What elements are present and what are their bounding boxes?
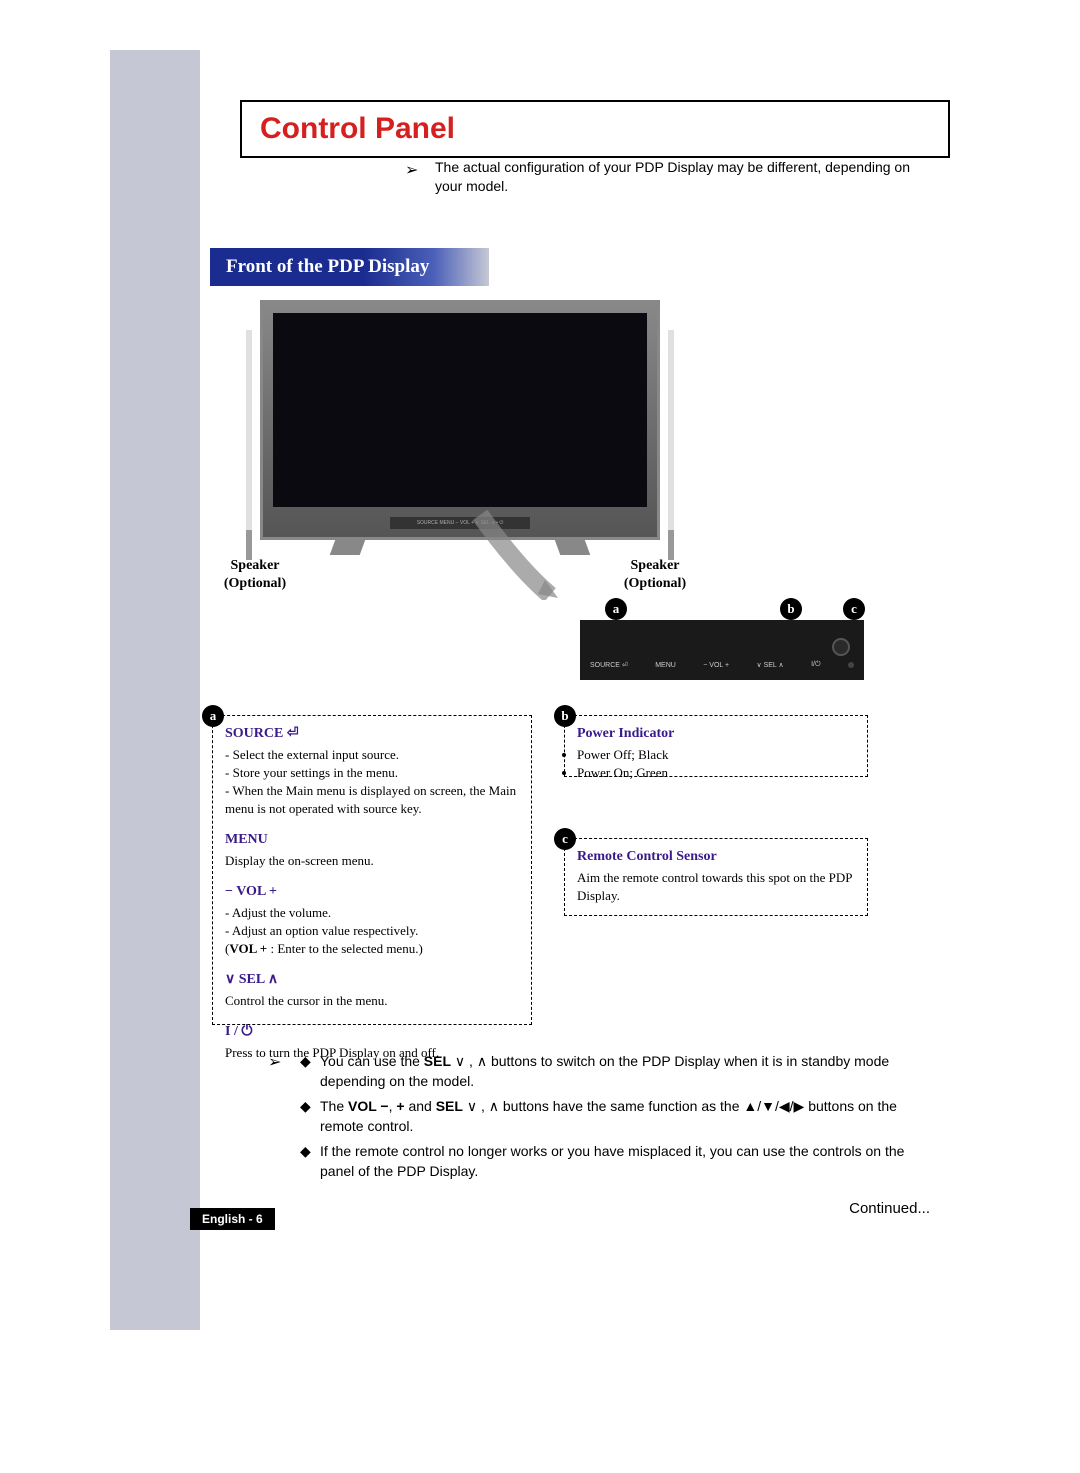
speaker-left-icon bbox=[246, 330, 252, 540]
speaker-left-bar bbox=[246, 530, 252, 560]
info-box-b: b Power Indicator Power Off; Black Power… bbox=[564, 715, 868, 777]
speaker-label-line1: Speaker bbox=[631, 558, 680, 573]
tv-stand-left bbox=[330, 537, 367, 555]
note-row: ◆ You can use the SEL ∨ , ∧ buttons to s… bbox=[300, 1052, 930, 1091]
bullets-arrow-icon: ➢ bbox=[268, 1052, 281, 1072]
source-item: Store your settings in the menu. bbox=[225, 764, 519, 782]
vol-note: (VOL + : Enter to the selected menu.) bbox=[225, 940, 519, 958]
speaker-right-icon bbox=[668, 330, 674, 540]
tv-frame: SOURCE MENU − VOL + ∨ SEL ∧ • ⏻ bbox=[260, 300, 660, 540]
speaker-label-line1: Speaker bbox=[231, 558, 280, 573]
power-indicator-item: Power On; Green bbox=[577, 764, 855, 782]
sel-title: ∨ SEL ∧ bbox=[225, 970, 519, 990]
zoom-label-power: I/⏻ bbox=[811, 661, 820, 669]
note-row: ◆ The VOL −, + and SEL ∨ , ∧ buttons hav… bbox=[300, 1097, 930, 1136]
remote-sensor-icon bbox=[832, 638, 850, 656]
power-indicator-item: Power Off; Black bbox=[577, 746, 855, 764]
zoom-arrow-icon bbox=[470, 510, 560, 600]
speaker-label-line2: (Optional) bbox=[224, 576, 286, 591]
intro-text: The actual configuration of your PDP Dis… bbox=[435, 158, 920, 196]
info-box-a: a SOURCE ⏎ Select the external input sou… bbox=[212, 715, 532, 1025]
source-item: When the Main menu is displayed on scree… bbox=[225, 782, 519, 818]
note-row: ◆ If the remote control no longer works … bbox=[300, 1142, 930, 1181]
page-title: Control Panel bbox=[260, 112, 930, 146]
vol-item: Adjust an option value respectively. bbox=[225, 922, 519, 940]
zoom-label-sel: ∨ SEL ∧ bbox=[757, 661, 784, 669]
note-text: You can use the SEL ∨ , ∧ buttons to swi… bbox=[320, 1052, 930, 1091]
power-indicator-dot-icon bbox=[848, 662, 854, 668]
page-title-box: Control Panel bbox=[240, 100, 950, 158]
info-box-c: c Remote Control Sensor Aim the remote c… bbox=[564, 838, 868, 916]
remote-sensor-title: Remote Control Sensor bbox=[577, 847, 855, 867]
speaker-label-line2: (Optional) bbox=[624, 576, 686, 591]
remote-sensor-text: Aim the remote control towards this spot… bbox=[577, 869, 855, 905]
callout-badge-c: c bbox=[843, 598, 865, 620]
continued-text: Continued... bbox=[849, 1200, 930, 1217]
vol-title: − VOL + bbox=[225, 882, 519, 902]
source-item: Select the external input source. bbox=[225, 746, 519, 764]
menu-text: Display the on-screen menu. bbox=[225, 852, 519, 870]
tv-front-illustration: SOURCE MENU − VOL + ∨ SEL ∧ • ⏻ bbox=[230, 300, 690, 560]
note-text: The VOL −, + and SEL ∨ , ∧ buttons have … bbox=[320, 1097, 930, 1136]
zoom-label-source: SOURCE ⏎ bbox=[590, 661, 628, 669]
sel-text: Control the cursor in the menu. bbox=[225, 992, 519, 1010]
menu-title: MENU bbox=[225, 830, 519, 850]
callout-badge-a: a bbox=[605, 598, 627, 620]
bottom-notes: ◆ You can use the SEL ∨ , ∧ buttons to s… bbox=[300, 1052, 930, 1188]
section-heading: Front of the PDP Display bbox=[210, 248, 489, 286]
speaker-right-bar bbox=[668, 530, 674, 560]
speaker-left-label: Speaker (Optional) bbox=[200, 557, 310, 593]
callout-badge-b: b bbox=[780, 598, 802, 620]
zoom-label-menu: MENU bbox=[655, 662, 676, 669]
diamond-bullet-icon: ◆ bbox=[300, 1052, 320, 1091]
vol-item: Adjust the volume. bbox=[225, 904, 519, 922]
power-title: I / ⏻ bbox=[225, 1022, 519, 1042]
badge-b-inline: b bbox=[554, 705, 576, 727]
diamond-bullet-icon: ◆ bbox=[300, 1097, 320, 1136]
intro-arrow-icon: ➢ bbox=[405, 160, 418, 180]
control-panel-zoom: SOURCE ⏎ MENU − VOL + ∨ SEL ∧ I/⏻ bbox=[580, 620, 864, 680]
badge-a-inline: a bbox=[202, 705, 224, 727]
zoom-label-vol: − VOL + bbox=[703, 662, 729, 669]
source-title: SOURCE ⏎ bbox=[225, 724, 519, 744]
power-indicator-title: Power Indicator bbox=[577, 724, 855, 744]
note-text: If the remote control no longer works or… bbox=[320, 1142, 930, 1181]
speaker-right-label: Speaker (Optional) bbox=[600, 557, 710, 593]
left-decorative-band bbox=[110, 50, 200, 1330]
badge-c-inline: c bbox=[554, 828, 576, 850]
page-footer: English - 6 bbox=[190, 1208, 275, 1230]
tv-screen bbox=[273, 313, 647, 507]
diamond-bullet-icon: ◆ bbox=[300, 1142, 320, 1181]
